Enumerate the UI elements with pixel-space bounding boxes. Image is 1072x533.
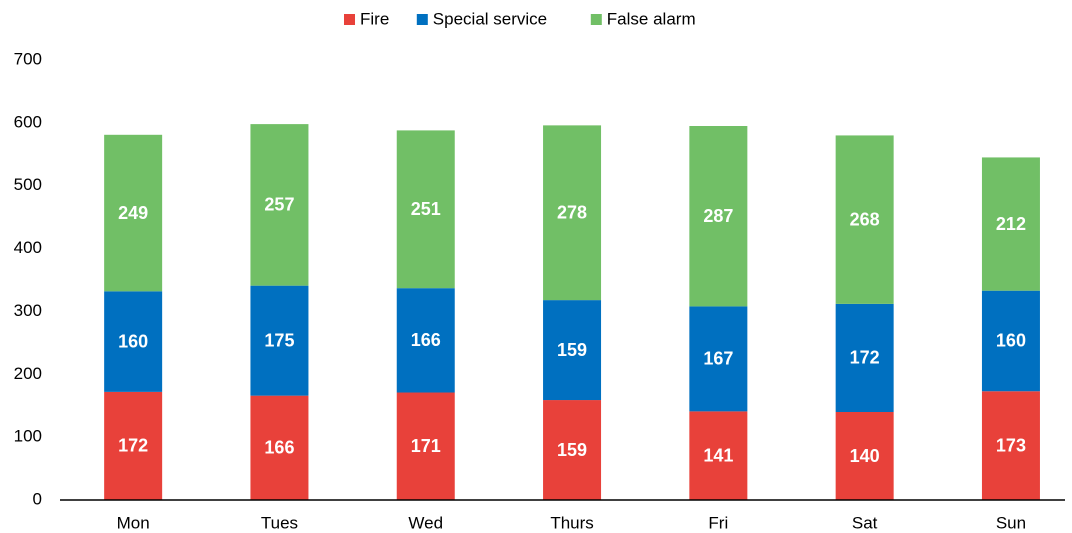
data-label: 251 (411, 199, 441, 219)
bar-segment (835, 303, 894, 412)
bar-segment (689, 126, 748, 307)
bar-segment (396, 130, 455, 289)
data-label: 287 (703, 206, 733, 226)
bar-segment (250, 285, 309, 396)
y-tick-label: 300 (14, 301, 42, 320)
data-label: 160 (118, 331, 148, 351)
bar-segment (835, 412, 894, 500)
data-label: 171 (411, 436, 441, 456)
data-label: 167 (703, 349, 733, 369)
bar-segment (104, 291, 163, 392)
legend-swatch (590, 14, 602, 25)
y-tick-label: 600 (14, 112, 42, 131)
bar-segment (543, 300, 602, 401)
y-tick-label: 400 (14, 238, 42, 257)
y-tick-label: 100 (14, 427, 42, 446)
data-label: 141 (703, 445, 733, 465)
y-tick-label: 200 (14, 364, 42, 383)
legend-label: Special service (433, 9, 547, 28)
bar-segment (104, 391, 163, 500)
data-label: 172 (850, 348, 880, 368)
bar-segment (981, 391, 1040, 500)
x-tick-label: Fri (708, 513, 728, 532)
y-tick-label: 0 (33, 489, 42, 508)
legend-label: Fire (360, 9, 389, 28)
x-tick-label: Sat (852, 513, 878, 532)
data-label: 249 (118, 203, 148, 223)
legend-label: False alarm (607, 9, 696, 28)
data-label: 278 (557, 202, 587, 222)
y-tick-label: 500 (14, 175, 42, 194)
bar-segment (981, 157, 1040, 291)
bar-segment (689, 411, 748, 500)
data-label: 173 (996, 435, 1026, 455)
bar-segment (543, 125, 602, 301)
data-label: 268 (850, 209, 880, 229)
x-tick-label: Wed (408, 513, 443, 532)
data-label: 166 (411, 330, 441, 350)
bar-segment (250, 395, 309, 500)
bar-segment (396, 392, 455, 500)
data-label: 257 (264, 195, 294, 215)
data-label: 166 (264, 438, 294, 458)
legend-swatch (416, 14, 428, 25)
x-tick-label: Sun (996, 513, 1026, 532)
bar-segment (543, 400, 602, 500)
bar-segment (104, 134, 163, 292)
data-label: 212 (996, 214, 1026, 234)
x-tick-label: Thurs (550, 513, 593, 532)
bar-segment (835, 135, 894, 304)
bar-segment (981, 290, 1040, 392)
data-label: 159 (557, 340, 587, 360)
bar-segment (250, 124, 309, 286)
data-label: 175 (264, 330, 294, 350)
x-tick-label: Tues (261, 513, 298, 532)
data-label: 172 (118, 436, 148, 456)
data-label: 159 (557, 440, 587, 460)
data-label: 140 (850, 446, 880, 466)
bar-segment (689, 306, 748, 412)
legend-swatch (344, 14, 355, 25)
bar-segment (396, 288, 455, 393)
x-tick-label: Mon (117, 513, 150, 532)
y-tick-label: 700 (14, 49, 42, 68)
data-label: 160 (996, 331, 1026, 351)
